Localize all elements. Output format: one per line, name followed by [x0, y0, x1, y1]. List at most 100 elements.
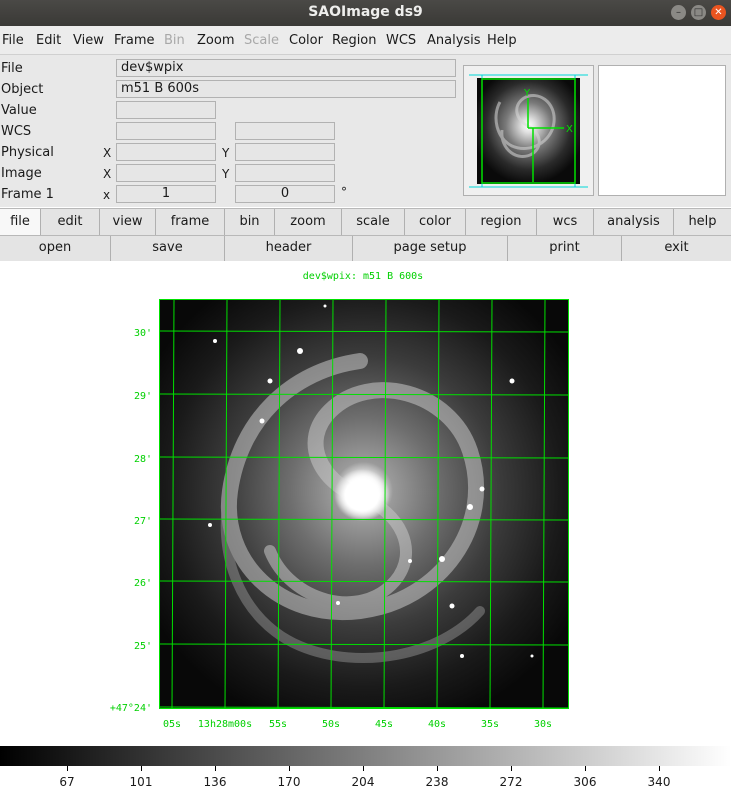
- btn-help[interactable]: help: [674, 209, 731, 235]
- wcs-x-field: [116, 122, 216, 140]
- image-y-field: [235, 164, 335, 182]
- colorbar-tick-label: 306: [573, 775, 597, 789]
- ra-label-40s: 40s: [428, 719, 446, 730]
- colorbar-tick-label: 101: [129, 775, 153, 789]
- value-label: Value: [1, 103, 37, 118]
- colorbar-tick-label: 340: [647, 775, 671, 789]
- colorbar-tick-mark: [363, 766, 364, 771]
- panner-image[interactable]: Y X: [464, 66, 593, 195]
- image-canvas[interactable]: dev$wpix: m51 B 600s 30' 29' 28' 27' 26'…: [0, 261, 731, 745]
- btn-header[interactable]: header: [225, 236, 353, 261]
- btn-scale[interactable]: scale: [342, 209, 405, 235]
- value-field: [116, 101, 216, 119]
- btn-view[interactable]: view: [100, 209, 156, 235]
- wcs-label: WCS: [1, 124, 32, 139]
- colorbar-tick-label: 204: [351, 775, 375, 789]
- colorbar-tick-mark: [511, 766, 512, 771]
- ra-label-05s: 05s: [163, 719, 181, 730]
- menu-analysis[interactable]: Analysis: [427, 33, 481, 48]
- menu-wcs[interactable]: WCS: [386, 33, 417, 48]
- image-display[interactable]: dev$wpix: m51 B 600s 30' 29' 28' 27' 26'…: [0, 261, 731, 745]
- dec-label-30: 30': [134, 328, 152, 339]
- window-title: SAOImage ds9: [308, 4, 423, 20]
- menu-bin: Bin: [164, 33, 185, 48]
- menu-edit[interactable]: Edit: [36, 33, 62, 48]
- colorbar-tick-mark: [659, 766, 660, 771]
- colorbar-tick-label: 67: [59, 775, 75, 789]
- ra-label-55s: 55s: [269, 719, 287, 730]
- physical-x-field: [116, 143, 216, 161]
- degree-label: °: [341, 185, 347, 199]
- colorbar-tick-mark: [437, 766, 438, 771]
- ra-label-45s: 45s: [375, 719, 393, 730]
- colorbar-tick-label: 238: [425, 775, 449, 789]
- colorbar-tick-mark: [141, 766, 142, 771]
- btn-print[interactable]: print: [508, 236, 622, 261]
- info-panel: File dev$wpix Object m51 B 600s Value WC…: [0, 55, 731, 207]
- btn-frame[interactable]: frame: [156, 209, 225, 235]
- ra-label-13h28m00s: 13h28m00s: [198, 719, 252, 730]
- maximize-icon[interactable]: □: [691, 5, 706, 20]
- colorbar[interactable]: [0, 746, 731, 766]
- frame-label: Frame 1: [1, 187, 54, 202]
- btn-region[interactable]: region: [466, 209, 537, 235]
- btn-analysis[interactable]: analysis: [594, 209, 674, 235]
- dec-label-27: 27': [134, 516, 152, 527]
- button-bar-file: open save header page setup print exit: [0, 235, 731, 262]
- image-x-field: [116, 164, 216, 182]
- ra-label-30s: 30s: [534, 719, 552, 730]
- ra-label-50s: 50s: [322, 719, 340, 730]
- menu-view[interactable]: View: [73, 33, 104, 48]
- btn-page-setup[interactable]: page setup: [353, 236, 508, 261]
- colorbar-tick-mark: [289, 766, 290, 771]
- panner[interactable]: Y X: [463, 65, 594, 196]
- btn-edit[interactable]: edit: [41, 209, 100, 235]
- wcs-y-field: [235, 122, 335, 140]
- minimize-icon[interactable]: –: [671, 5, 686, 20]
- colorbar-tick-mark: [585, 766, 586, 771]
- dec-label-29: 29': [134, 391, 152, 402]
- file-label: File: [1, 61, 23, 76]
- menu-frame[interactable]: Frame: [114, 33, 155, 48]
- btn-file[interactable]: file: [0, 209, 41, 235]
- colorbar-ticks: 67 101 136 170 204 238 272 306 340: [0, 766, 731, 789]
- dec-label-26: 26': [134, 578, 152, 589]
- physical-y-label: Y: [222, 146, 230, 160]
- btn-bin[interactable]: bin: [225, 209, 275, 235]
- object-field: m51 B 600s: [116, 80, 456, 98]
- menu-region[interactable]: Region: [332, 33, 377, 48]
- physical-x-label: X: [103, 146, 112, 160]
- file-field: dev$wpix: [116, 59, 456, 77]
- btn-save[interactable]: save: [111, 236, 225, 261]
- close-icon[interactable]: ✕: [711, 5, 726, 20]
- frame-zoom-field: 1: [116, 185, 216, 203]
- magnifier: [598, 65, 726, 196]
- colorbar-tick-label: 272: [499, 775, 523, 789]
- ra-label-35s: 35s: [481, 719, 499, 730]
- menu-color[interactable]: Color: [289, 33, 323, 48]
- btn-color[interactable]: color: [405, 209, 466, 235]
- menu-zoom[interactable]: Zoom: [197, 33, 235, 48]
- physical-label: Physical: [1, 145, 54, 160]
- compass-y-label: Y: [523, 88, 531, 99]
- colorbar-tick-label: 170: [277, 775, 301, 789]
- menu-file[interactable]: File: [2, 33, 24, 48]
- window-titlebar: SAOImage ds9 – □ ✕: [0, 0, 731, 26]
- object-label: Object: [1, 82, 44, 97]
- btn-wcs[interactable]: wcs: [537, 209, 594, 235]
- image-x-label: X: [103, 167, 112, 181]
- menubar: File Edit View Frame Bin Zoom Scale Colo…: [0, 26, 731, 55]
- frame-zoom-label: x: [103, 188, 111, 202]
- btn-open[interactable]: open: [0, 236, 111, 261]
- compass-x-label: X: [566, 124, 573, 135]
- dec-label-24: +47°24': [110, 703, 152, 714]
- colorbar-tick-mark: [67, 766, 68, 771]
- frame-angle-field: 0: [235, 185, 335, 203]
- menu-scale: Scale: [244, 33, 279, 48]
- menu-help[interactable]: Help: [487, 33, 517, 48]
- physical-y-field: [235, 143, 335, 161]
- btn-exit[interactable]: exit: [622, 236, 731, 261]
- dec-label-28: 28': [134, 454, 152, 465]
- button-bar-main: file edit view frame bin zoom scale colo…: [0, 208, 731, 235]
- btn-zoom[interactable]: zoom: [275, 209, 342, 235]
